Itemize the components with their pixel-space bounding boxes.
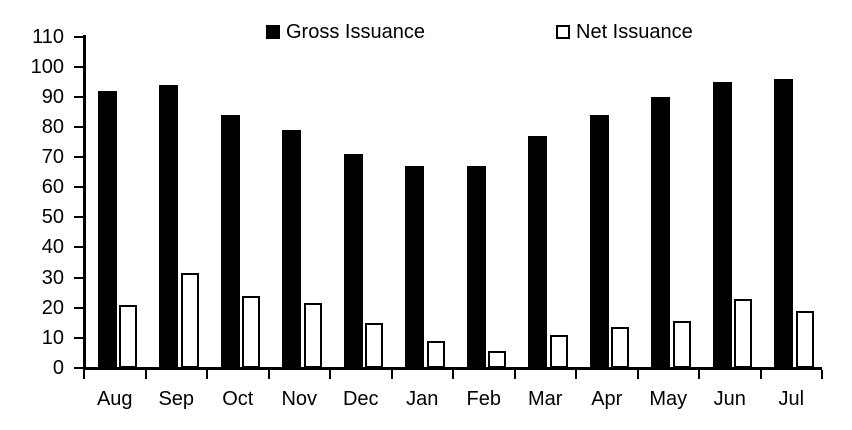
bar-net-jun xyxy=(734,298,752,368)
net-issuance-swatch-icon xyxy=(556,25,570,39)
x-axis-tick xyxy=(83,369,85,379)
x-axis-tick xyxy=(267,369,270,379)
x-axis-tick xyxy=(452,369,454,379)
y-axis-tick-label: 20 xyxy=(41,296,64,319)
bar-gross-mar xyxy=(528,136,547,368)
x-axis-tick xyxy=(390,369,393,379)
bar-gross-feb xyxy=(466,166,486,368)
y-axis-tick-label: 30 xyxy=(41,266,64,289)
y-axis-tick-label: 100 xyxy=(30,55,64,78)
y-axis-tick-label: 80 xyxy=(41,115,64,138)
y-axis-tick xyxy=(73,35,83,38)
y-axis-tick xyxy=(73,125,83,128)
y-axis-tick-label: 70 xyxy=(41,146,64,169)
bar-gross-may xyxy=(651,96,670,368)
bar-net-oct xyxy=(242,295,260,368)
y-axis-tick xyxy=(73,95,83,98)
y-axis-tick-label: 0 xyxy=(52,357,64,379)
y-axis-tick-label: 60 xyxy=(41,176,64,199)
bar-gross-nov xyxy=(282,129,301,368)
x-axis-tick xyxy=(636,369,639,379)
bar-net-mar xyxy=(549,334,568,368)
bar-net-nov xyxy=(303,303,322,368)
x-axis-label-may: May xyxy=(649,388,688,410)
bar-net-feb xyxy=(488,351,506,368)
bar-gross-aug xyxy=(97,90,117,368)
y-axis-tick xyxy=(73,186,83,189)
x-axis-tick xyxy=(144,369,147,379)
x-axis-label-dec: Dec xyxy=(342,388,379,410)
y-axis-tick xyxy=(73,246,83,249)
x-axis-label-apr: Apr xyxy=(591,388,623,410)
x-axis-tick xyxy=(513,369,516,379)
gross-issuance-swatch-icon xyxy=(266,25,280,39)
y-axis-tick-label: 40 xyxy=(41,236,64,259)
x-axis-label-jul: Jul xyxy=(778,388,805,410)
x-axis-label-mar: Mar xyxy=(528,388,563,410)
x-axis-label-aug: Aug xyxy=(96,388,133,410)
y-axis-tick xyxy=(73,216,83,219)
y-axis-tick-label: 50 xyxy=(41,206,64,229)
x-axis-tick xyxy=(329,369,331,379)
x-axis-tick xyxy=(821,369,823,379)
y-axis-line xyxy=(82,35,86,370)
x-axis-label-nov: Nov xyxy=(281,388,318,410)
x-axis-tick xyxy=(759,369,762,379)
legend-label-gross-issuance: Gross Issuance xyxy=(286,21,425,43)
y-axis-tick xyxy=(73,367,83,369)
y-axis-tick-label: 10 xyxy=(41,326,64,349)
bar-net-apr xyxy=(611,327,629,368)
x-axis-tick xyxy=(575,369,577,379)
y-axis-tick xyxy=(73,276,83,279)
y-axis-tick xyxy=(73,336,83,339)
x-axis-tick xyxy=(698,369,700,379)
x-axis-label-jan: Jan xyxy=(406,388,439,410)
bar-net-may xyxy=(672,321,691,368)
bar-net-aug xyxy=(119,304,137,368)
bar-gross-jul xyxy=(774,78,793,368)
bar-net-jan xyxy=(426,340,445,368)
y-axis-tick xyxy=(73,156,83,159)
bar-net-dec xyxy=(365,322,383,368)
bar-gross-sep xyxy=(159,84,178,368)
x-axis-label-jun: Jun xyxy=(713,388,746,410)
x-axis-label-oct: Oct xyxy=(222,388,254,410)
bar-gross-jun xyxy=(712,81,732,368)
y-axis-tick xyxy=(73,65,83,68)
x-axis-tick xyxy=(206,369,208,379)
bar-net-sep xyxy=(180,273,199,368)
y-axis-tick-label: 110 xyxy=(32,25,64,48)
bar-gross-oct xyxy=(220,114,240,368)
x-axis-label-feb: Feb xyxy=(466,388,501,410)
legend-label-net-issuance: Net Issuance xyxy=(576,21,693,43)
x-axis-label-sep: Sep xyxy=(158,388,195,410)
bar-gross-dec xyxy=(343,154,363,368)
bar-gross-jan xyxy=(405,166,424,368)
x-axis-line xyxy=(82,366,822,370)
legend-item-net-issuance: Net Issuance xyxy=(556,19,693,45)
bar-gross-apr xyxy=(589,114,609,368)
y-axis-tick xyxy=(73,306,83,309)
y-axis-tick-label: 90 xyxy=(41,85,64,108)
bar-net-jul xyxy=(795,310,814,368)
legend-item-gross-issuance: Gross Issuance xyxy=(266,19,425,45)
